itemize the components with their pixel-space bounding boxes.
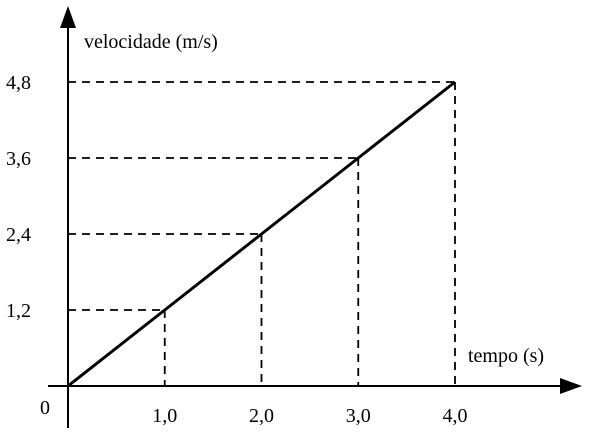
- tick-labels: 1,0 2,0 3,0 4,0 1,2 2,4 3,6 4,8: [6, 72, 468, 427]
- dashed-guide-lines: [68, 81, 456, 386]
- y-tick-label-3: 3,6: [6, 148, 31, 170]
- y-axis-title: velocidade (m/s): [84, 31, 218, 53]
- y-tick-label-4: 4,8: [6, 72, 31, 94]
- x-axis-arrowhead: [560, 378, 582, 394]
- origin-label: 0: [40, 397, 50, 419]
- x-tick-label-2: 2,0: [249, 405, 274, 427]
- x-axis-title: tempo (s): [468, 345, 544, 367]
- y-axis-arrowhead: [60, 6, 76, 28]
- x-tick-label-4: 4,0: [443, 405, 468, 427]
- velocity-line: [67, 80, 456, 388]
- y-tick-label-2: 2,4: [6, 224, 31, 246]
- x-tick-label-1: 1,0: [152, 405, 177, 427]
- y-tick-label-1: 1,2: [6, 300, 31, 322]
- series-group: [67, 80, 456, 388]
- x-tick-label-3: 3,0: [346, 405, 371, 427]
